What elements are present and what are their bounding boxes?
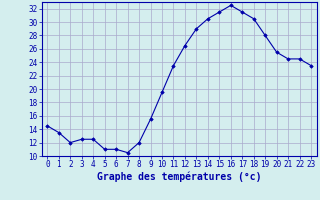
X-axis label: Graphe des températures (°c): Graphe des températures (°c) bbox=[97, 172, 261, 182]
